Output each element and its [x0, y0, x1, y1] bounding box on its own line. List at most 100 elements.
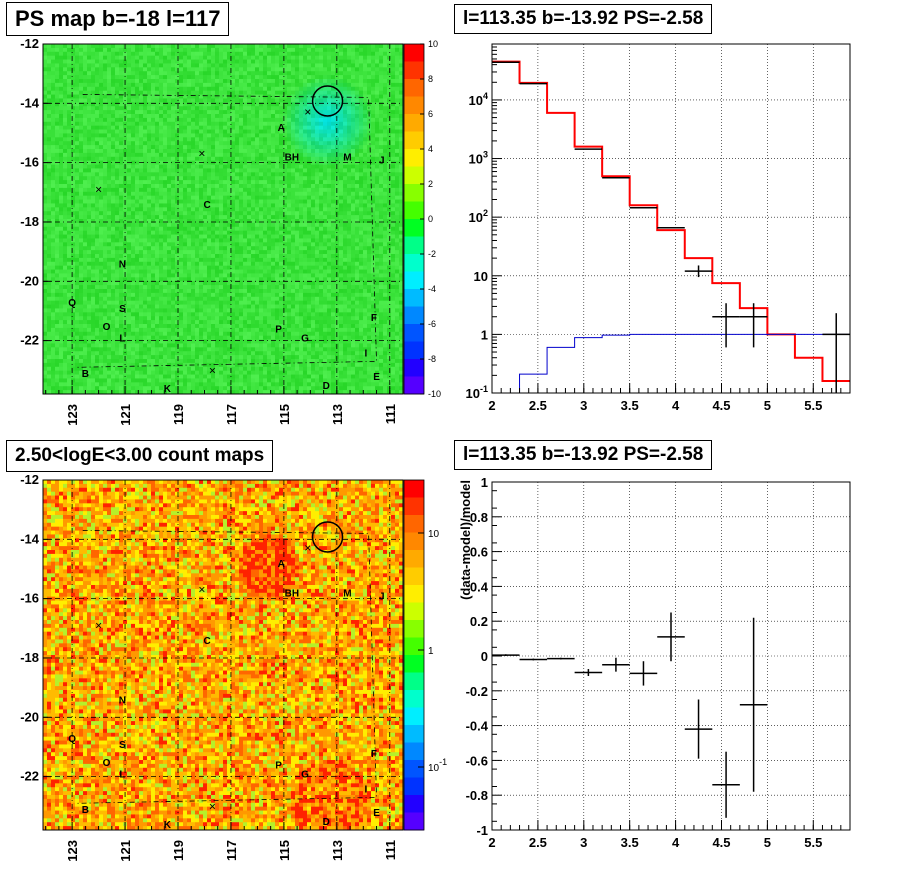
heatmap-cell: [171, 269, 176, 274]
heatmap-cell: [115, 44, 120, 49]
heatmap-cell: [55, 374, 60, 379]
heatmap-cell: [231, 121, 236, 127]
heatmap-cell: [99, 265, 104, 270]
heatmap-cell: [179, 160, 184, 165]
heatmap-cell: [187, 366, 192, 372]
heatmap-cell: [99, 98, 104, 103]
heatmap-cell: [235, 211, 240, 216]
heatmap-cell: [43, 79, 48, 84]
heatmap-cell: [203, 281, 208, 286]
heatmap-cell: [227, 102, 232, 107]
heatmap-cell: [251, 277, 256, 282]
heatmap-cell: [151, 304, 156, 309]
heatmap-cell: [87, 82, 92, 88]
heatmap-cell: [135, 289, 140, 294]
heatmap-cell: [115, 254, 120, 259]
heatmap-cell: [51, 47, 56, 53]
heatmap-cell: [171, 98, 176, 103]
heatmap-cell: [175, 211, 180, 216]
heatmap-cell: [227, 261, 232, 267]
heatmap-cell: [47, 292, 52, 298]
heatmap-cell: [139, 257, 144, 263]
heatmap-cell: [75, 106, 80, 111]
heatmap-cell: [183, 137, 188, 142]
heatmap-cell: [179, 137, 184, 142]
heatmap-cell: [239, 300, 244, 305]
heatmap-cell: [219, 296, 224, 302]
heatmap-cell: [251, 273, 256, 278]
heatmap-cell: [171, 382, 176, 387]
heatmap-cell: [183, 257, 188, 263]
heatmap-cell: [87, 339, 92, 344]
heatmap-cell: [179, 172, 184, 177]
heatmap-cell: [207, 211, 212, 216]
heatmap-cell: [199, 230, 204, 235]
heatmap-cell: [251, 102, 256, 107]
heatmap-cell: [159, 90, 164, 95]
heatmap-cell: [251, 79, 256, 84]
heatmap-cell: [55, 211, 60, 216]
heatmap-cell: [207, 222, 212, 228]
heatmap-cell: [235, 191, 240, 197]
heatmap-cell: [115, 129, 120, 134]
heatmap-cell: [147, 281, 152, 286]
heatmap-cell: [195, 133, 200, 138]
heatmap-cell: [99, 137, 104, 142]
heatmap-cell: [231, 55, 236, 60]
heatmap-cell: [247, 347, 252, 352]
heatmap-cell: [103, 312, 108, 317]
heatmap-cell: [79, 125, 84, 130]
heatmap-cell: [231, 366, 236, 372]
heatmap-cell: [219, 59, 224, 64]
heatmap-cell: [147, 222, 152, 228]
heatmap-cell: [127, 254, 132, 259]
heatmap-cell: [187, 125, 192, 130]
heatmap-cell: [63, 187, 68, 193]
heatmap-cell: [127, 149, 132, 154]
heatmap-cell: [179, 343, 184, 348]
heatmap-cell: [147, 234, 152, 239]
heatmap-cell: [171, 304, 176, 309]
heatmap-cell: [243, 362, 248, 368]
heatmap-cell: [95, 145, 100, 150]
heatmap-cell: [115, 351, 120, 356]
heatmap-cell: [123, 324, 128, 329]
heatmap-cell: [131, 219, 136, 224]
heatmap-cell: [207, 75, 212, 80]
heatmap-cell: [187, 351, 192, 356]
heatmap-cell: [123, 71, 128, 76]
heatmap-cell: [227, 362, 232, 368]
heatmap-cell: [235, 222, 240, 228]
heatmap-cell: [51, 133, 56, 138]
heatmap-cell: [187, 273, 192, 278]
heatmap-cell: [47, 47, 52, 53]
heatmap-cell: [143, 285, 148, 290]
heatmap-cell: [55, 180, 60, 185]
heatmap-cell: [183, 51, 188, 57]
heatmap-cell: [187, 335, 192, 340]
heatmap-cell: [239, 219, 244, 224]
heatmap-cell: [111, 269, 116, 274]
heatmap-cell: [251, 149, 256, 154]
heatmap-cell: [83, 215, 88, 220]
heatmap-cell: [231, 102, 236, 107]
heatmap-cell: [51, 238, 56, 243]
heatmap-cell: [179, 145, 184, 150]
heatmap-cell: [107, 234, 112, 239]
heatmap-cell: [47, 199, 52, 204]
heatmap-cell: [99, 347, 104, 352]
heatmap-cell: [107, 347, 112, 352]
heatmap-cell: [203, 160, 208, 165]
heatmap-cell: [163, 121, 168, 127]
heatmap-cell: [219, 366, 224, 372]
heatmap-cell: [63, 94, 68, 99]
heatmap-cell: [171, 238, 176, 243]
heatmap-cell: [87, 250, 92, 255]
heatmap-cell: [175, 234, 180, 239]
heatmap-cell: [235, 250, 240, 255]
heatmap-cell: [247, 219, 252, 224]
heatmap-cell: [251, 117, 256, 123]
heatmap-cell: [243, 269, 248, 274]
heatmap-cell: [87, 141, 92, 146]
heatmap-cell: [151, 129, 156, 134]
